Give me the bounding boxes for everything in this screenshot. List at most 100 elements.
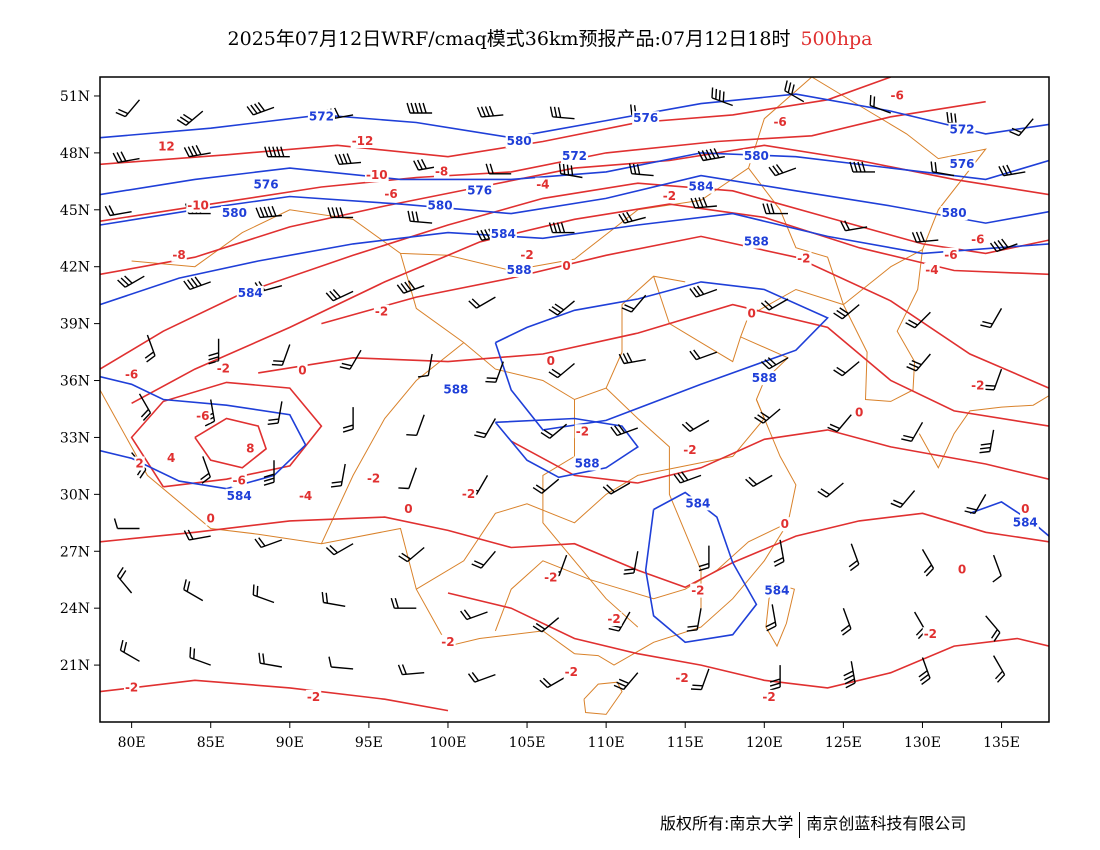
wind-barb [271,344,291,366]
contour-label-halo [505,263,533,277]
height-contour-label: 588 [744,235,769,249]
wind-barb [208,338,220,365]
temperature-contour-label: -4 [925,263,938,277]
boundary-province-5 [542,399,639,628]
boundary-layer [100,77,1049,715]
wind-barb [548,300,575,316]
temperature-contour-label: -6 [233,474,246,488]
x-tick-label: 130E [904,735,941,751]
contour-label-halo [350,134,375,148]
height-contour [100,375,307,490]
x-tick-label: 135E [983,735,1020,751]
contour-label-halo [440,634,456,649]
contour-label-halo [948,122,976,137]
boundary-japan-kyushu-honshu [918,395,1049,469]
wind-barb [618,352,646,365]
wind-barb [690,668,710,691]
height-contour-label: 584 [238,286,263,300]
wind-barb [760,298,789,311]
wind-barb [549,106,575,120]
wind-barb [334,153,362,165]
contour-label-halo [426,198,454,213]
contour-label-halo [948,156,976,171]
wind-barb [980,308,1003,329]
temperature-contour-label: 4 [167,451,175,465]
temperature-contour-label: -6 [890,88,903,102]
wind-barb [833,304,860,320]
temperature-contour [447,592,1049,689]
contour-label-halo [373,304,390,319]
height-contour [100,93,1049,139]
temperature-contour-label: -2 [797,252,810,266]
height-contour-label: 584 [685,496,710,510]
wind-barb [417,353,433,378]
temperature-contour-label: -8 [435,164,448,178]
temperature-contour-label: -2 [217,362,230,376]
temperature-contour [100,512,1049,589]
boundary-hainan [583,681,623,715]
wind-barb [460,609,488,621]
temperature-contour-label: -6 [971,233,984,247]
temperature-contour-label: -2 [441,635,454,649]
x-tick-label: 120E [746,735,783,751]
contour-label-halo [661,189,678,204]
wind-barb [471,550,496,569]
wind-barb [330,463,346,488]
wind-barb [901,421,924,442]
map-frame [99,76,1050,723]
wind-barb [397,664,425,676]
wind-barb [325,289,354,302]
temperature-contour-label: -2 [565,665,578,679]
height-contour-label: 576 [254,178,279,192]
wind-barb [768,164,797,177]
wind-barb [176,110,204,126]
temperature-contour [194,417,268,469]
contour-label-halo [123,367,140,382]
temperature-contour-label: 0 [207,512,215,526]
height-contour [100,174,1049,226]
temperature-contour-label: -6 [125,367,138,381]
contour-label-halo [305,689,322,704]
wind-barb [189,647,211,666]
wind-barb [117,275,145,288]
contour-label-halo [236,285,264,300]
wind-barb [183,529,211,541]
wind-barb [252,584,275,604]
y-tick-label: 51N [60,89,90,105]
wind-barb [113,518,140,530]
temperature-contour-label: 0 [958,563,966,577]
x-tick-label: 95E [355,735,383,751]
contour-label-halo [535,177,551,192]
temperature-contour-label: -2 [691,584,704,598]
temperature-contour-label: -2 [762,690,775,704]
y-tick-label: 39N [60,317,90,333]
wind-barb [681,419,710,433]
wind-barb [602,482,631,495]
wind-barb [183,144,211,158]
wind-barb [998,164,1026,177]
wind-barb [1009,118,1034,137]
height-contour-label: 580 [942,206,967,220]
contour-label-halo [460,486,477,501]
contour-label-halo [365,471,382,486]
wind-barb [621,294,647,313]
height-contour-label: 584 [1013,515,1038,529]
contour-label-halo [970,232,986,247]
wind-barb [325,543,354,556]
boundary-province-2 [320,342,465,544]
wind-barb [548,362,575,379]
wind-barb [539,675,567,689]
wind-barb [476,105,504,118]
temperature-contour-label: -2 [924,627,937,641]
temperature-contour-label: -6 [773,115,786,129]
wind-barb [905,311,931,329]
y-tick-label: 36N [60,374,90,390]
temperature-contour-label: 0 [404,502,412,516]
temperature-contour-label: 0 [298,364,306,378]
wind-barb [911,231,939,243]
temperature-contour-label: 0 [562,259,570,273]
temperature-contour [258,303,1049,427]
contour-label-halo [545,354,556,369]
contour-label-halo [779,517,791,532]
